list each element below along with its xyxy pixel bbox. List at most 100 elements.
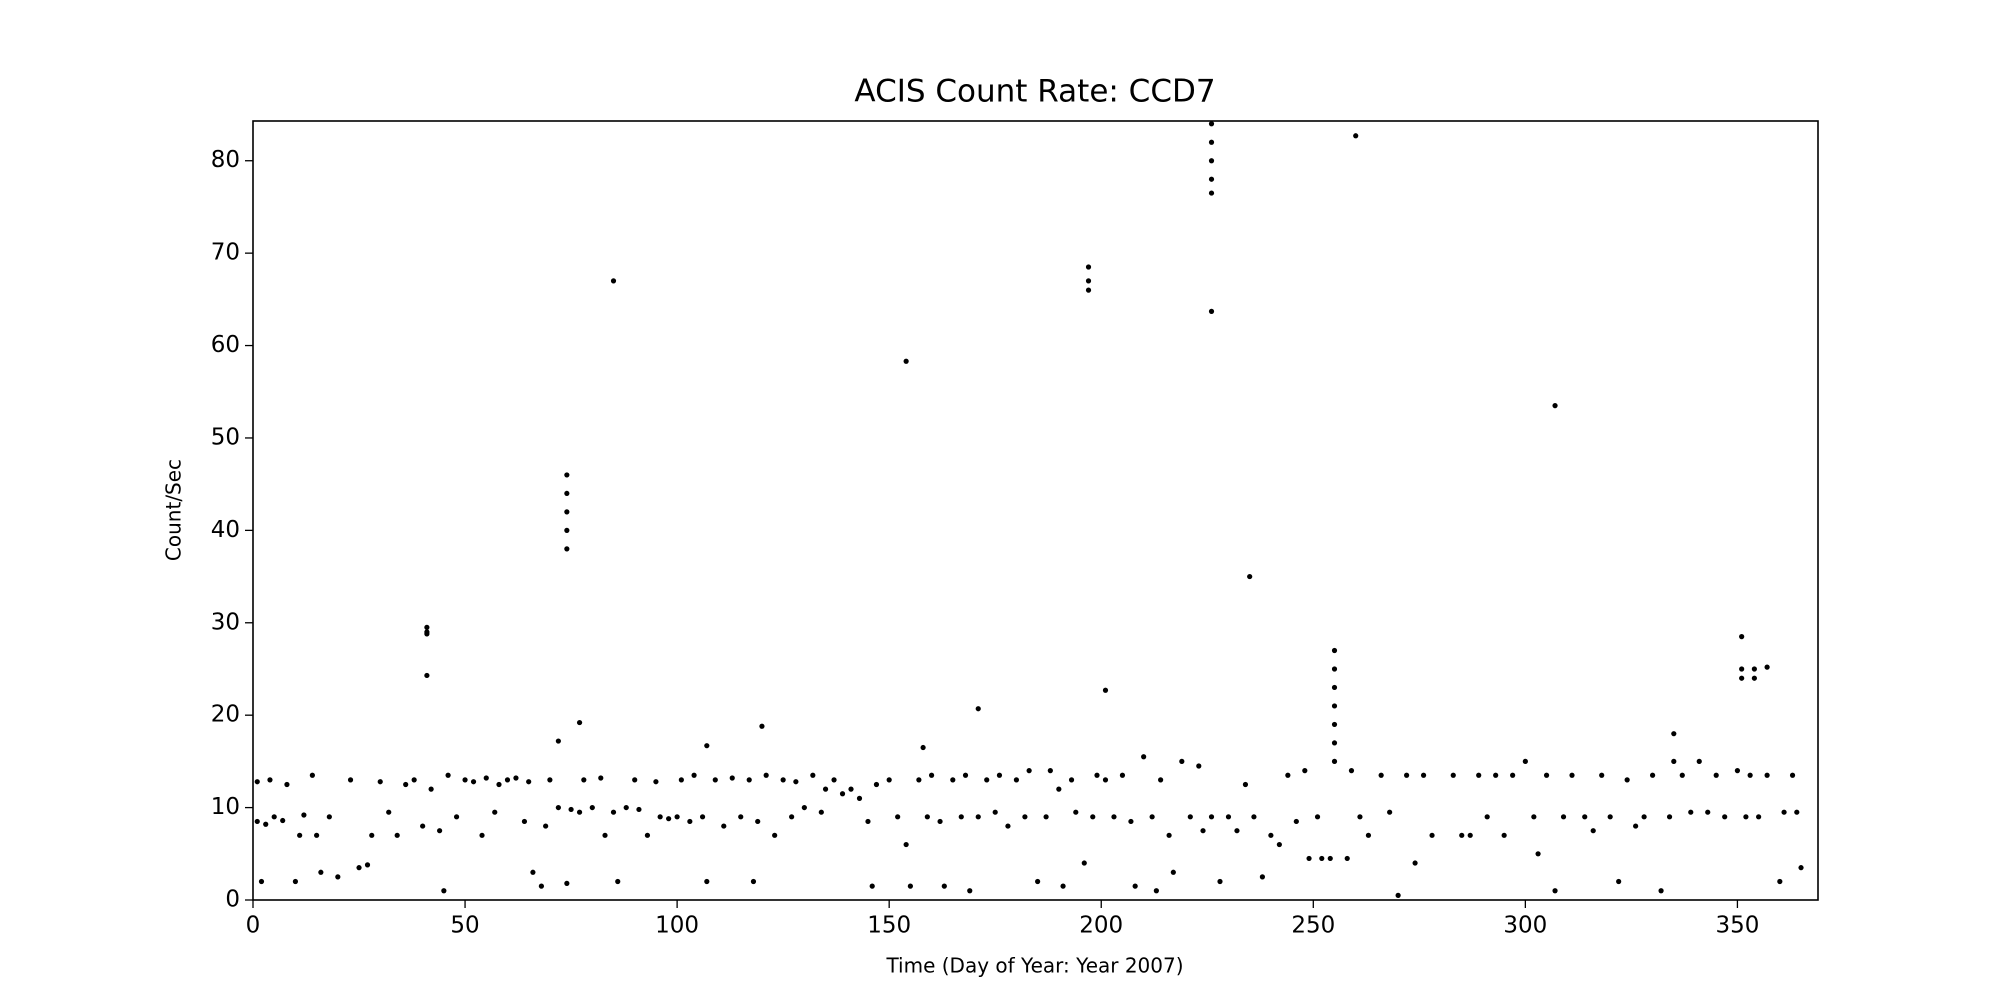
data-point [1582, 814, 1588, 820]
data-point [810, 772, 816, 778]
data-point [839, 791, 846, 797]
data-point [356, 865, 362, 871]
data-point [822, 786, 829, 792]
data-point [704, 878, 710, 885]
data-point [958, 814, 964, 820]
data-point [1412, 860, 1418, 866]
data-point [1128, 818, 1134, 825]
data-point [576, 809, 583, 815]
data-point [602, 832, 608, 838]
data-point [462, 777, 468, 783]
y-tick-label: 50 [211, 424, 240, 450]
data-point [1035, 878, 1041, 885]
plot-area [254, 121, 1804, 898]
data-point [653, 779, 659, 785]
data-point [721, 823, 727, 829]
data-point [411, 777, 417, 783]
data-point [1158, 777, 1164, 783]
data-point [856, 795, 863, 801]
data-point [1090, 814, 1096, 820]
x-tick-label: 300 [1503, 913, 1547, 939]
x-tick-label: 50 [450, 913, 479, 939]
data-point [886, 777, 892, 783]
data-point [581, 777, 587, 783]
data-point [589, 804, 595, 811]
data-point [1285, 772, 1291, 778]
data-point [428, 786, 434, 792]
data-point [1522, 758, 1528, 764]
data-point [386, 809, 392, 815]
data-point [1085, 278, 1092, 284]
data-point [1251, 814, 1257, 820]
data-point [1739, 634, 1745, 640]
data-point [496, 781, 502, 788]
data-point [513, 775, 519, 781]
data-point [975, 814, 981, 820]
data-point [1314, 814, 1321, 820]
data-point [793, 779, 799, 785]
data-point [530, 869, 536, 875]
data-point [437, 828, 443, 834]
chart-title: ACIS Count Rate: CCD7 [854, 74, 1215, 110]
data-point [1641, 814, 1647, 820]
x-tick-label: 250 [1291, 913, 1335, 939]
data-point [1751, 666, 1757, 672]
data-point [1493, 772, 1499, 778]
data-point [364, 862, 371, 868]
data-point [1450, 772, 1456, 778]
data-point [691, 772, 697, 778]
data-point [280, 817, 286, 824]
data-point [657, 814, 663, 820]
data-point [1751, 675, 1757, 681]
data-point [271, 814, 277, 820]
data-point [1208, 814, 1215, 820]
data-point [1208, 158, 1215, 164]
data-point [1705, 809, 1711, 815]
data-point [394, 832, 400, 838]
data-point [975, 706, 981, 712]
data-point [1671, 758, 1677, 764]
data-point [984, 777, 990, 783]
data-point [403, 781, 409, 788]
data-point [1510, 772, 1516, 778]
data-point [1208, 176, 1215, 182]
data-point [1196, 763, 1202, 769]
data-point [254, 818, 260, 825]
data-point [1200, 828, 1206, 834]
data-point [1747, 772, 1753, 778]
data-point [1467, 832, 1473, 838]
data-point [555, 738, 561, 744]
data-point [564, 527, 570, 533]
data-point [1671, 731, 1677, 737]
data-point [818, 809, 824, 815]
x-tick-label: 150 [867, 913, 911, 939]
data-point [704, 743, 710, 749]
y-tick-label: 0 [225, 887, 240, 913]
data-point [547, 777, 553, 783]
data-point [907, 883, 913, 889]
data-point [1005, 823, 1011, 829]
data-point [772, 832, 778, 838]
data-point [1047, 768, 1053, 774]
data-point [895, 814, 901, 820]
data-point [1331, 758, 1338, 764]
data-point [1208, 190, 1215, 196]
data-point [445, 772, 451, 778]
data-point [610, 809, 617, 815]
data-point [1378, 772, 1384, 778]
data-point [928, 772, 935, 778]
data-point [992, 809, 998, 815]
data-point [699, 814, 706, 820]
data-point [1599, 772, 1605, 778]
data-point [369, 832, 375, 838]
data-point [1102, 687, 1109, 693]
data-point [1777, 878, 1783, 885]
data-point [564, 509, 570, 515]
data-point [1102, 777, 1109, 783]
data-point [1153, 888, 1159, 894]
data-point [687, 818, 693, 825]
data-point [258, 878, 265, 885]
data-point [1344, 855, 1350, 862]
data-point [1073, 809, 1079, 815]
data-point [1781, 809, 1787, 815]
